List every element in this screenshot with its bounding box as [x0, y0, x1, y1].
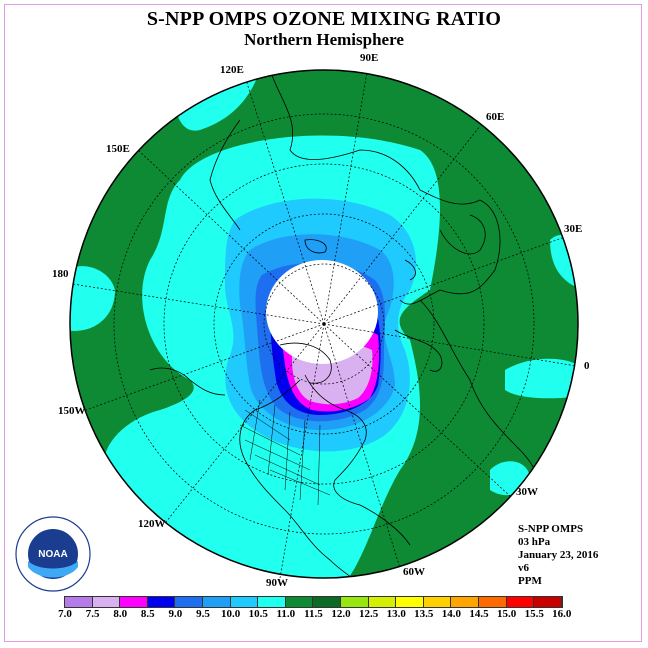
polar-night: [266, 260, 378, 364]
map-subtitle: Northern Hemisphere: [244, 30, 404, 49]
lon-label-150w: 150W: [58, 405, 86, 417]
legend-tick-label: 8.0: [113, 608, 128, 620]
lon-label-90w: 90W: [266, 577, 288, 589]
legend-swatch: [230, 597, 259, 607]
legend-tick-label: 12.5: [358, 608, 379, 620]
us-state-grid: [239, 399, 331, 506]
legend-swatch: [120, 597, 148, 607]
legend-swatch: [147, 597, 176, 607]
legend-swatch: [258, 597, 286, 607]
color-legend: [64, 596, 563, 608]
legend-tick-label: 15.0: [496, 608, 517, 620]
legend-tick-label: 7.5: [85, 608, 100, 620]
lon-label-120e: 120E: [220, 64, 244, 76]
info-instrument: S-NPP OMPS: [518, 523, 584, 535]
legend-tick-label: 12.0: [331, 608, 351, 620]
legend-swatch: [313, 597, 341, 607]
legend-tick-label: 16.0: [552, 608, 572, 620]
graticule: [72, 71, 577, 579]
legend-ticks: 7.0 7.5 8.0 8.5 9.0 9.5 10.0 10.5 11.0 11.5 12.0 12…: [0, 608, 648, 622]
legend-swatch: [396, 597, 424, 607]
legend-tick-label: 14.0: [441, 608, 462, 620]
legend-swatch: [423, 597, 452, 607]
lon-label-180: 180: [52, 268, 69, 280]
legend-swatch: [506, 597, 535, 607]
legend-swatch: [175, 597, 203, 607]
legend-tick-label: 10.0: [220, 608, 241, 620]
product-info: S-NPP OMPS 03 hPa January 23, 2016 v6 PP…: [518, 523, 598, 588]
map-title: S-NPP OMPS OZONE MIXING RATIO: [146, 8, 502, 30]
lon-label-0: 0: [584, 360, 590, 372]
legend-tick-label: 10.5: [248, 608, 268, 620]
lon-label-150e: 150E: [106, 143, 130, 155]
lon-label-30e: 30E: [564, 223, 583, 235]
legend-swatch: [478, 597, 507, 607]
legend-swatch: [368, 597, 397, 607]
info-units: PPM: [518, 575, 542, 587]
legend-tick-label: 13.0: [386, 608, 406, 620]
legend-swatch: [202, 597, 231, 607]
legend-swatch: [285, 597, 314, 607]
legend-swatch: [340, 597, 369, 607]
lon-label-90e: 90E: [360, 52, 379, 64]
noaa-logo: NOAA: [15, 516, 91, 592]
info-level: 03 hPa: [518, 536, 551, 548]
field-aqua-east: [505, 358, 578, 399]
legend-tick-label: 15.5: [524, 608, 544, 620]
legend-tick-label: 7.0: [58, 608, 72, 620]
legend-swatch: [451, 597, 479, 607]
info-version: v6: [518, 562, 529, 574]
map-boundary: [69, 69, 579, 579]
legend-tick-label: 8.5: [140, 608, 155, 620]
lon-label-60e: 60E: [486, 111, 505, 123]
legend-tick-label: 14.5: [469, 608, 489, 620]
field-aqua-west: [70, 266, 115, 331]
legend-tick-label: 9.5: [196, 608, 210, 620]
lon-label-60w: 60W: [403, 566, 425, 578]
legend-tick-label: 9.0: [168, 608, 183, 620]
lon-label-120w: 120W: [138, 518, 166, 530]
legend-swatch: [534, 597, 562, 607]
legend-tick-label: 13.5: [414, 608, 434, 620]
legend-tick-label: 11.5: [304, 608, 323, 620]
legend-tick-label: 11.0: [276, 608, 296, 620]
lon-label-30w: 30W: [516, 486, 538, 498]
info-date: January 23, 2016: [518, 549, 599, 561]
noaa-logo-text: NOAA: [38, 549, 67, 560]
image-frame: [4, 4, 642, 642]
legend-swatch: [65, 597, 93, 607]
legend-swatch: [92, 597, 121, 607]
